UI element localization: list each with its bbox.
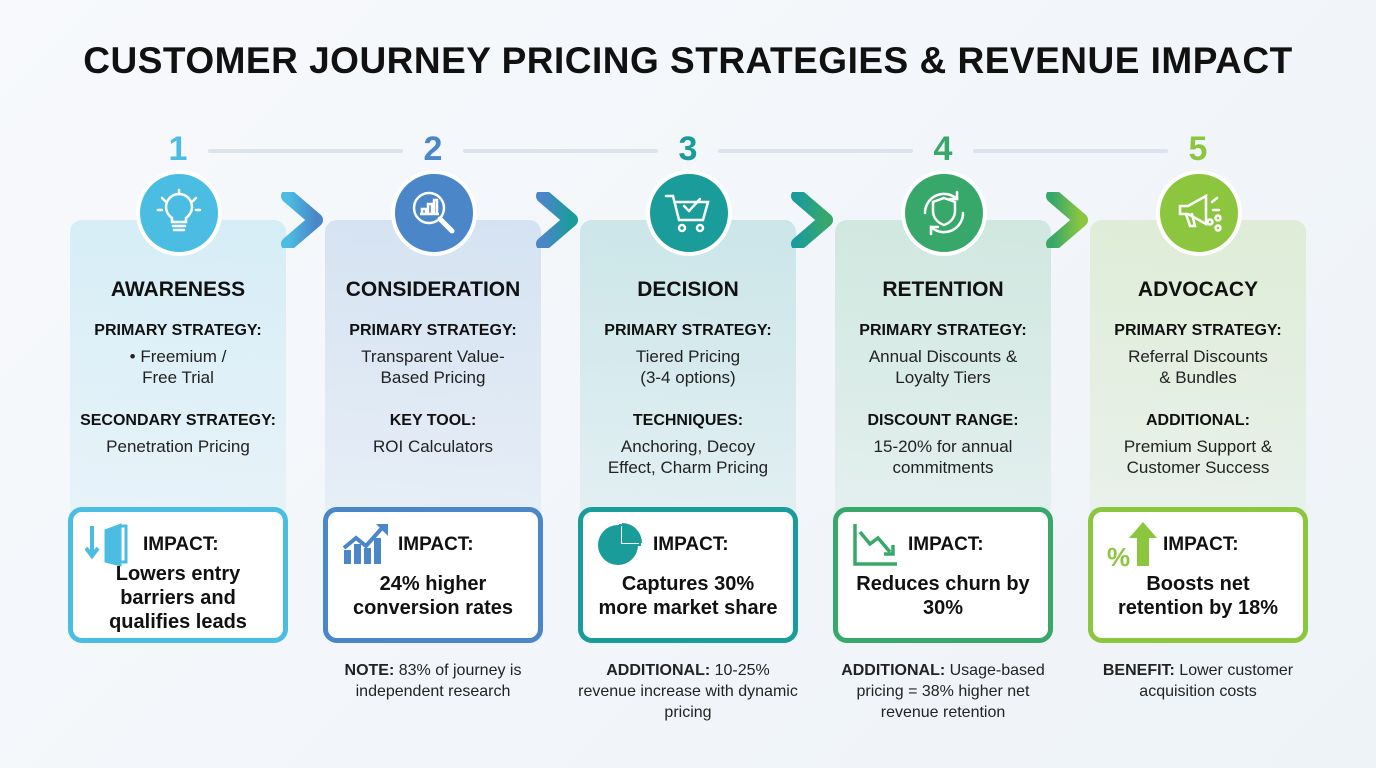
- megaphone-share-icon: [1156, 170, 1242, 256]
- note-label: BENEFIT:: [1102, 662, 1175, 679]
- stage-note: ADDITIONAL: Usage-based pricing = 38% hi…: [823, 660, 1063, 723]
- stage-awareness: 1 AWARENESS PRIMARY STRATEGY: • Freemium…: [58, 130, 323, 750]
- stage-title: ADVOCACY: [1137, 278, 1259, 301]
- stage-note: BENEFIT: Lower customer acquisition cost…: [1078, 660, 1318, 702]
- note-text: Lower customer acquisition costs: [1139, 662, 1294, 700]
- note-text: 83% of journey is independent research: [355, 662, 522, 700]
- impact-box: IMPACT: 24% higher conversion rates: [323, 507, 543, 643]
- impact-box: IMPACT: Reduces churn by 30%: [833, 507, 1053, 643]
- trend-down-icon: [850, 520, 900, 575]
- impact-label: IMPACT:: [143, 534, 219, 555]
- secondary-text: Premium Support & Customer Success: [1123, 437, 1273, 477]
- impact-label: IMPACT:: [653, 534, 729, 555]
- door-exit-icon: [84, 520, 135, 575]
- secondary-text: 15-20% for annual commitments: [873, 437, 1013, 477]
- step-number: 4: [933, 130, 953, 168]
- lightbulb-icon: [136, 170, 222, 256]
- stage-note: ADDITIONAL: 10-25% revenue increase with…: [568, 660, 808, 723]
- step-connector-line: [718, 149, 913, 153]
- secondary-label: ADDITIONAL:: [1146, 412, 1250, 429]
- primary-strategy-text: Referral Discounts & Bundles: [1128, 347, 1268, 387]
- stage-panel: [325, 220, 541, 520]
- note-label: NOTE:: [344, 662, 395, 679]
- cart-check-icon: [646, 170, 732, 256]
- impact-label: IMPACT:: [908, 534, 984, 555]
- percent-up-icon: %: [1105, 520, 1161, 575]
- stage-title: CONSIDERATION: [345, 278, 521, 301]
- primary-strategy-label: PRIMARY STRATEGY:: [94, 322, 262, 339]
- stage-decision: 3 DECISION PRIMARY STRATEGY: Tiered Pric…: [568, 130, 833, 750]
- secondary-label: TECHNIQUES:: [632, 412, 744, 429]
- secondary-label: DISCOUNT RANGE:: [867, 412, 1019, 429]
- primary-strategy-label: PRIMARY STRATEGY:: [604, 322, 772, 339]
- primary-strategy-label: PRIMARY STRATEGY:: [1114, 322, 1282, 339]
- stage-panel: [835, 220, 1051, 520]
- impact-label: IMPACT:: [398, 534, 474, 555]
- pie-chart-icon: [595, 520, 645, 575]
- growth-chart-icon: [340, 520, 394, 571]
- impact-value: Reduces churn by 30%: [856, 573, 1030, 619]
- stage-panel: [1090, 220, 1306, 520]
- step-number: 1: [168, 130, 188, 168]
- step-number: 3: [678, 130, 698, 168]
- magnifier-chart-icon: [391, 170, 477, 256]
- stage-consideration: 2 CONSIDERATION PRIMARY STRATEGY: Transp…: [313, 130, 578, 750]
- note-label: ADDITIONAL:: [606, 662, 711, 679]
- secondary-label: KEY TOOL:: [389, 412, 477, 429]
- impact-box: IMPACT: Lowers entry barriers and qualif…: [68, 507, 288, 643]
- secondary-text: Anchoring, Decoy Effect, Charm Pricing: [607, 437, 769, 477]
- secondary-label: SECONDARY STRATEGY:: [80, 412, 276, 429]
- arrow-right-icon: [208, 192, 323, 248]
- secondary-text: ROI Calculators: [373, 437, 493, 456]
- arrow-right-icon: [973, 192, 1088, 248]
- stage-retention: 4 RETENTION PRIMARY STRATEGY: Annual Dis…: [823, 130, 1088, 750]
- primary-strategy-text: • Freemium / Free Trial: [129, 347, 227, 387]
- stage-title: AWARENESS: [110, 278, 246, 301]
- impact-value: 24% higher conversion rates: [352, 573, 514, 619]
- primary-strategy-label: PRIMARY STRATEGY:: [859, 322, 1027, 339]
- stage-advocacy: 5 ADVOCACY PRIMARY STRATEGY: Referral Di…: [1078, 130, 1318, 750]
- svg-text:%: %: [1107, 542, 1130, 570]
- impact-value: Captures 30% more market share: [598, 573, 778, 619]
- step-number: 5: [1188, 130, 1208, 168]
- note-text: Usage-based pricing = 38% higher net rev…: [856, 662, 1045, 721]
- step-number: 2: [423, 130, 443, 168]
- impact-label: IMPACT:: [1163, 534, 1239, 555]
- impact-value: Lowers entry barriers and qualifies lead…: [109, 563, 247, 633]
- stage-title: DECISION: [637, 278, 739, 301]
- note-text: 10-25% revenue increase with dynamic pri…: [578, 662, 798, 721]
- impact-value: Boosts net retention by 18%: [1117, 573, 1279, 619]
- primary-strategy-label: PRIMARY STRATEGY:: [349, 322, 517, 339]
- arrow-right-icon: [463, 192, 578, 248]
- stage-panel: [70, 220, 286, 520]
- primary-strategy-text: Transparent Value- Based Pricing: [361, 347, 505, 387]
- stage-title: RETENTION: [882, 278, 1004, 301]
- impact-box: IMPACT: Captures 30% more market share: [578, 507, 798, 643]
- secondary-text: Penetration Pricing: [106, 437, 250, 456]
- primary-strategy-text: Tiered Pricing (3-4 options): [635, 347, 741, 387]
- stage-note: NOTE: 83% of journey is independent rese…: [313, 660, 553, 702]
- step-connector-line: [463, 149, 658, 153]
- shield-refresh-icon: [901, 170, 987, 256]
- note-label: ADDITIONAL:: [841, 662, 946, 679]
- step-connector-line: [973, 149, 1168, 153]
- primary-strategy-text: Annual Discounts & Loyalty Tiers: [868, 347, 1018, 387]
- arrow-right-icon: [718, 192, 833, 248]
- step-connector-line: [208, 149, 403, 153]
- stage-panel: [580, 220, 796, 520]
- page-title: CUSTOMER JOURNEY PRICING STRATEGIES & RE…: [83, 40, 1293, 81]
- impact-box: % IMPACT: Boosts net retention by 18%: [1088, 507, 1308, 643]
